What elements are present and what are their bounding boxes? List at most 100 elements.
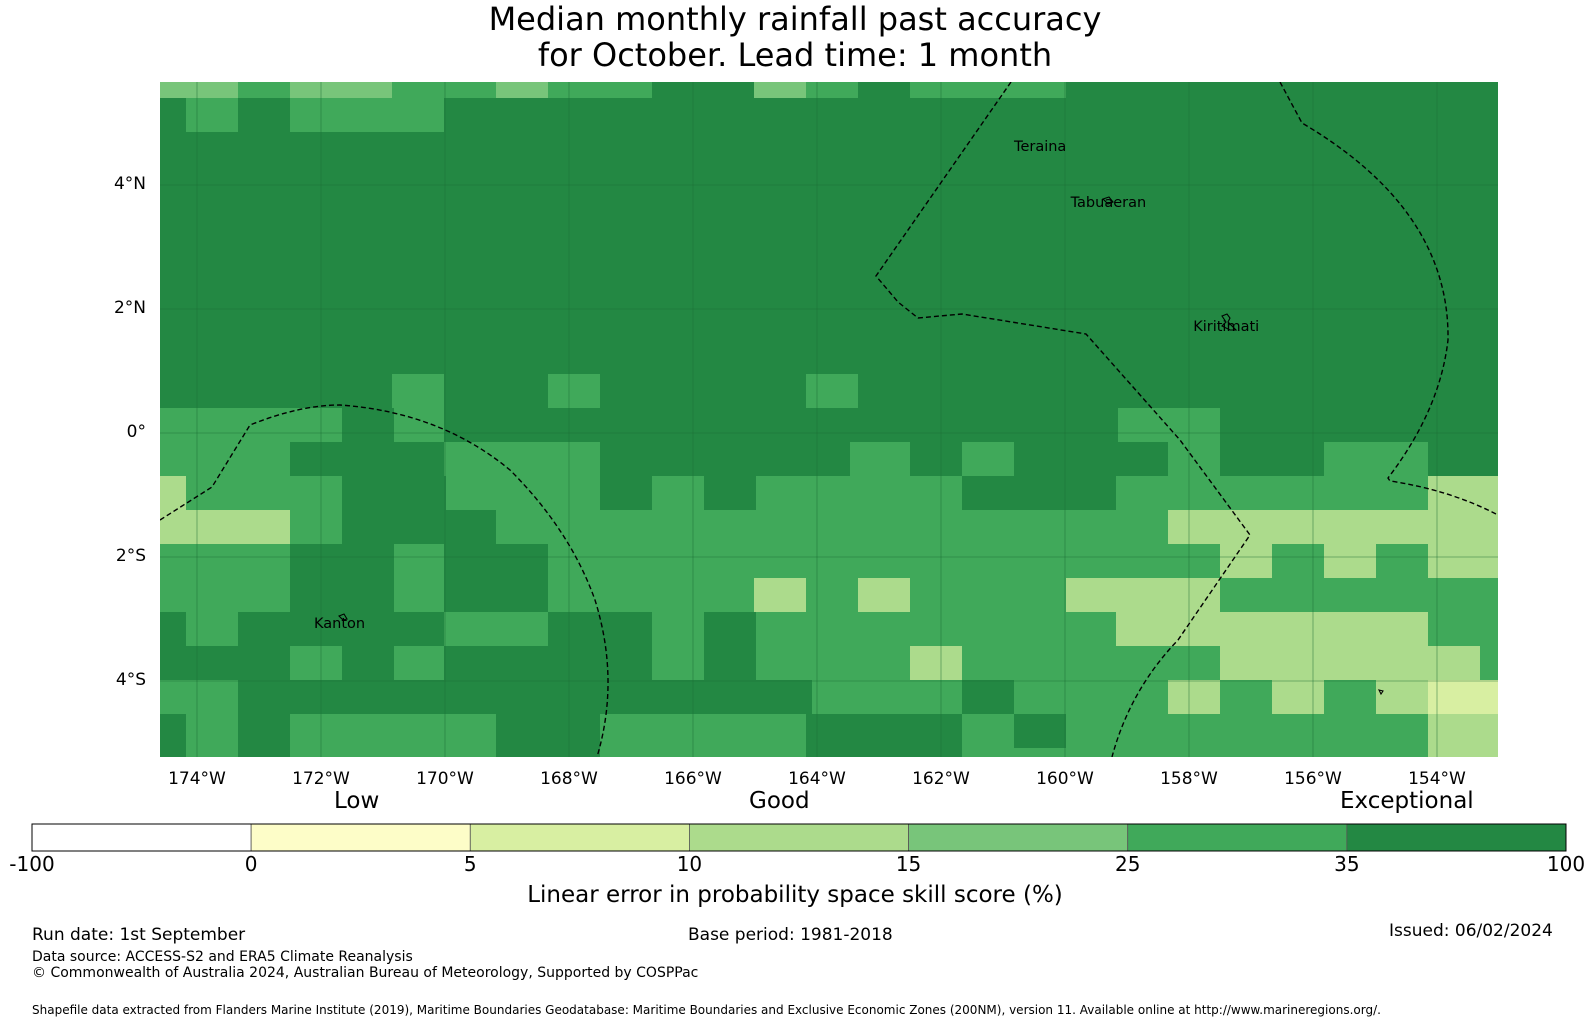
grid-cell xyxy=(600,408,652,442)
island-small xyxy=(1377,689,1384,696)
grid-cell xyxy=(160,714,186,757)
grid-cell xyxy=(238,612,394,646)
colorbar-segment xyxy=(469,823,690,852)
grid-cell xyxy=(1324,544,1376,578)
grid-cell xyxy=(186,98,238,132)
grid-cell xyxy=(1220,408,1324,442)
grid-cell xyxy=(1014,442,1168,476)
grid-cell xyxy=(342,408,394,442)
colorbar-label: Linear error in probability space skill … xyxy=(527,882,1063,908)
grid-cell xyxy=(962,680,1014,714)
data-source: Data source: ACCESS-S2 and ERA5 Climate … xyxy=(32,949,413,965)
grid-cell xyxy=(1376,680,1428,714)
colorbar-segment xyxy=(689,823,909,852)
colorbar-segment xyxy=(908,823,1129,852)
grid-cell xyxy=(806,408,858,442)
grid-cell xyxy=(1066,578,1220,612)
grid-cell xyxy=(754,408,806,442)
map-title-line-1: Median monthly rainfall past accuracy xyxy=(488,0,1102,38)
category-exceptional: Exceptional xyxy=(1340,788,1474,814)
island-kanton xyxy=(338,613,348,621)
grid-cell xyxy=(1116,612,1428,646)
colorbar-segment xyxy=(31,823,252,852)
grid-cell xyxy=(290,442,444,476)
grid-cell xyxy=(1272,680,1324,714)
grid-cell xyxy=(910,646,962,680)
grid-cell xyxy=(910,82,1066,98)
grid-cell xyxy=(1428,476,1498,510)
grid-cell xyxy=(806,374,858,408)
grid-cell xyxy=(806,714,962,757)
grid-cell xyxy=(858,578,910,612)
run-date: Run date: 1st September xyxy=(32,925,246,945)
colorbar xyxy=(31,823,1567,852)
colorbar-tick: 100 xyxy=(1546,852,1586,876)
island-tabuaeran xyxy=(1101,196,1114,205)
colorbar-tick: 10 xyxy=(676,852,703,876)
grid-cell xyxy=(910,442,962,476)
grid-cell xyxy=(548,408,600,442)
grid-cell xyxy=(1014,714,1066,748)
colorbar-tick: 15 xyxy=(895,852,922,876)
colorbar-tick: 25 xyxy=(1114,852,1141,876)
grid-cell xyxy=(160,612,186,646)
lon-label: 156°W xyxy=(1284,769,1342,789)
grid-cell xyxy=(1324,408,1428,442)
colorbar-tick: -100 xyxy=(9,852,55,876)
grid-cell xyxy=(910,408,962,442)
lon-label: 160°W xyxy=(1036,769,1094,789)
grid-cell xyxy=(704,408,756,442)
lon-label: 174°W xyxy=(168,769,226,789)
grid-cell xyxy=(238,82,290,98)
grid-cell xyxy=(704,612,756,680)
eez-boundary xyxy=(875,82,1251,757)
grid-cell xyxy=(600,442,850,476)
grid-cell xyxy=(238,714,290,757)
grid-cell xyxy=(548,374,600,408)
grid-cell xyxy=(754,82,806,98)
grid-cell xyxy=(392,374,444,408)
place-label-teraina: Teraina xyxy=(1014,138,1067,155)
lon-label: 164°W xyxy=(788,769,846,789)
grid-cell xyxy=(290,544,394,612)
grid-cell xyxy=(600,476,652,510)
grid-cell xyxy=(392,82,444,98)
colorbar-segment xyxy=(250,823,471,852)
lat-label: 4°N xyxy=(113,174,146,194)
lon-label: 162°W xyxy=(912,769,970,789)
lat-label: 0° xyxy=(126,422,146,442)
grid-cell xyxy=(1014,408,1066,442)
grid-cell xyxy=(444,408,496,442)
grid-cell xyxy=(160,646,290,680)
lon-label: 166°W xyxy=(664,769,722,789)
grid-cell xyxy=(160,82,238,98)
grid-cell xyxy=(1428,544,1498,578)
issued-date: Issued: 06/02/2024 xyxy=(1389,921,1553,941)
grid-cell xyxy=(1168,510,1498,544)
colorbar-tick: 0 xyxy=(244,852,258,876)
category-good: Good xyxy=(749,788,810,814)
grid-cell xyxy=(548,82,652,98)
grid-cell xyxy=(290,82,392,98)
grid-cell xyxy=(160,510,290,544)
grid-cell xyxy=(962,476,1116,510)
grid-cell xyxy=(342,646,394,680)
grid-cell xyxy=(806,82,858,98)
lat-label: 2°S xyxy=(115,546,146,566)
grid-cell xyxy=(704,476,756,510)
shapefile-credit: Shapefile data extracted from Flanders M… xyxy=(32,1003,1381,1017)
grid-cell xyxy=(160,476,186,510)
grid-cell xyxy=(1428,442,1498,476)
grid-cell xyxy=(1428,680,1498,714)
category-low: Low xyxy=(334,788,380,814)
region-high-skill xyxy=(160,82,1498,409)
grid-cell xyxy=(1220,544,1272,578)
lat-label: 4°S xyxy=(115,670,146,690)
grid-cell xyxy=(600,646,652,680)
grid-cell xyxy=(754,578,806,612)
grid-cell xyxy=(444,646,600,680)
grid-cell xyxy=(858,408,910,442)
colorbar-tick: 35 xyxy=(1334,852,1360,876)
grid-cell xyxy=(496,82,548,98)
